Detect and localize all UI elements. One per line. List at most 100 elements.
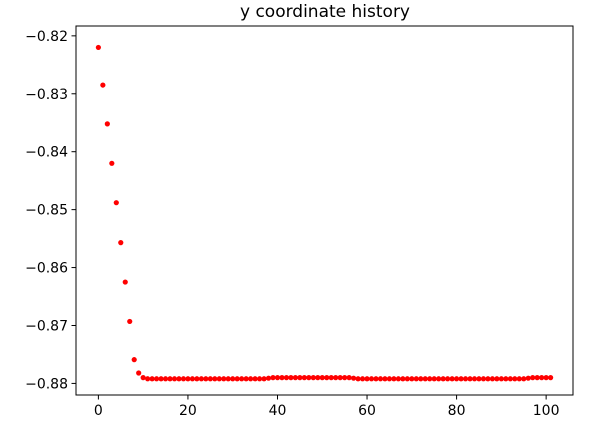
- data-point: [485, 376, 491, 382]
- data-point: [288, 375, 294, 381]
- x-tick-label: 0: [94, 403, 103, 419]
- data-point: [507, 376, 513, 382]
- data-point: [530, 375, 536, 381]
- data-point: [216, 376, 222, 382]
- data-point: [243, 376, 249, 382]
- plot-frame: [75, 25, 574, 396]
- data-point: [346, 375, 352, 381]
- data-point: [422, 376, 428, 382]
- chart-title: y coordinate history: [240, 2, 410, 22]
- data-point: [453, 376, 460, 382]
- data-point: [95, 44, 101, 51]
- axes-layer: 0 20 40 60 80 100 −0.82 −0.83 −0.84 −0.85 −0.86 −0.…: [25, 25, 574, 419]
- data-point: [342, 375, 348, 381]
- data-point: [503, 376, 509, 382]
- data-point: [418, 376, 424, 382]
- data-point: [498, 376, 504, 382]
- data-point: [194, 376, 200, 382]
- data-point: [368, 376, 375, 382]
- data-point: [315, 375, 321, 381]
- data-point: [476, 376, 482, 382]
- data-point: [306, 375, 312, 381]
- data-point: [198, 376, 204, 382]
- data-point: [359, 376, 366, 382]
- data-point: [440, 376, 446, 382]
- data-point: [261, 376, 267, 382]
- data-point: [413, 376, 419, 382]
- data-point: [185, 376, 191, 382]
- data-point: [109, 160, 115, 166]
- y-tick-label: −0.85: [25, 203, 68, 219]
- data-point: [248, 376, 254, 382]
- data-point: [239, 376, 245, 382]
- data-point: [283, 375, 290, 381]
- data-point: [391, 376, 397, 382]
- data-point: [512, 376, 518, 382]
- data-point: [221, 376, 227, 382]
- data-point: [458, 376, 464, 382]
- data-point: [404, 376, 410, 382]
- data-point: [189, 376, 196, 382]
- data-point: [377, 376, 384, 382]
- data-point: [122, 279, 128, 285]
- data-point: [337, 375, 343, 381]
- data-point: [225, 376, 231, 382]
- data-point: [230, 376, 236, 382]
- data-point: [145, 376, 151, 382]
- data-point: [516, 376, 522, 382]
- data-point: [234, 376, 240, 382]
- data-point: [400, 376, 406, 382]
- data-point: [203, 376, 209, 382]
- data-point: [364, 376, 370, 382]
- y-tick-label: −0.84: [25, 145, 68, 161]
- data-point: [480, 376, 487, 382]
- data-point: [158, 376, 164, 382]
- data-point: [212, 376, 218, 382]
- data-point: [252, 376, 258, 382]
- y-tick-label: −0.87: [25, 318, 68, 334]
- data-point: [279, 375, 285, 381]
- data-point: [494, 376, 500, 382]
- data-point: [180, 376, 187, 382]
- x-tick-label: 80: [448, 403, 466, 419]
- data-point: [207, 376, 213, 382]
- data-point: [162, 376, 169, 382]
- data-point: [373, 376, 379, 382]
- data-point: [548, 375, 554, 381]
- y-tick-label: −0.88: [25, 376, 68, 392]
- data-point: [324, 375, 330, 381]
- y-tick-label: −0.86: [25, 261, 68, 277]
- data-point: [301, 375, 307, 381]
- data-point: [118, 240, 124, 246]
- data-point: [256, 376, 263, 382]
- data-point: [521, 376, 527, 382]
- data-point: [467, 376, 473, 382]
- data-point: [319, 375, 325, 381]
- data-point: [382, 376, 388, 382]
- y-tick-label: −0.82: [25, 29, 68, 45]
- data-point: [171, 376, 178, 382]
- data-point: [136, 370, 142, 376]
- data-point: [113, 200, 119, 206]
- data-point: [265, 375, 272, 381]
- data-point: [462, 376, 469, 382]
- y-tick-label: −0.83: [25, 87, 68, 103]
- data-point: [386, 376, 393, 382]
- data-point: [427, 376, 433, 382]
- data-point: [534, 375, 540, 381]
- data-point: [153, 376, 160, 382]
- data-point: [270, 375, 276, 381]
- data-point: [167, 376, 173, 382]
- data-point: [176, 376, 182, 382]
- data-point: [395, 376, 401, 382]
- data-point: [104, 121, 110, 127]
- data-point: [274, 375, 281, 381]
- data-point: [539, 375, 545, 381]
- data-points-layer: [95, 44, 554, 382]
- data-point: [131, 357, 137, 363]
- data-point: [328, 375, 334, 381]
- x-tick-label: 20: [179, 403, 197, 419]
